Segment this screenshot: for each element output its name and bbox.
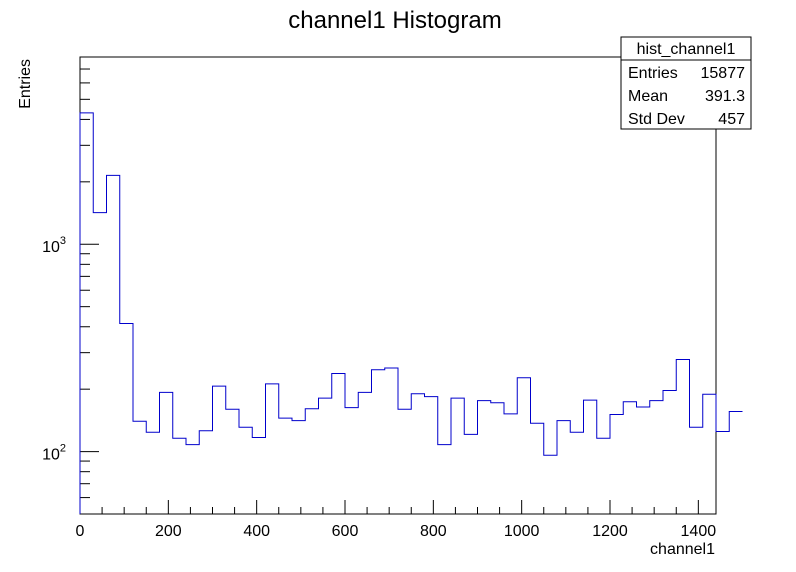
- stats-row-value: 15877: [701, 65, 746, 82]
- x-axis-tick-labels: 0 200 400 600 800 1000 1200 1400: [76, 523, 717, 540]
- x-tick-label: 800: [420, 523, 447, 540]
- stats-row-label: Entries: [628, 65, 678, 82]
- stats-row-label: Mean: [628, 88, 668, 105]
- x-tick-label: 1000: [504, 523, 540, 540]
- x-tick-label: 400: [243, 523, 270, 540]
- y-axis-label: Entries: [17, 59, 34, 109]
- stats-row-label: Std Dev: [628, 111, 685, 128]
- stats-box: hist_channel1 Entries 15877 Mean 391.3 Std D…: [620, 36, 752, 130]
- y-tick-label: 103: [42, 235, 66, 256]
- stats-row-value: 457: [718, 111, 745, 128]
- x-tick-label: 1400: [681, 523, 717, 540]
- y-axis-ticks: [80, 56, 99, 515]
- stats-row-value: 391.3: [705, 88, 745, 105]
- x-axis-label: channel1: [650, 541, 715, 558]
- chart-title: channel1 Histogram: [288, 7, 501, 34]
- stats-box-frame: [620, 36, 752, 130]
- y-tick-label: 102: [42, 443, 66, 464]
- x-axis-ticks: [79, 500, 699, 514]
- y-axis-tick-labels: 102 103: [42, 235, 66, 463]
- x-tick-label: 1200: [592, 523, 628, 540]
- x-tick-label: 0: [76, 523, 85, 540]
- x-tick-label: 600: [332, 523, 359, 540]
- stats-box-title: hist_channel1: [637, 41, 736, 58]
- stats-rows: Entries 15877 Mean 391.3 Std Dev 457: [628, 65, 745, 128]
- histogram-series-line: [79, 112, 743, 514]
- x-tick-label: 200: [155, 523, 182, 540]
